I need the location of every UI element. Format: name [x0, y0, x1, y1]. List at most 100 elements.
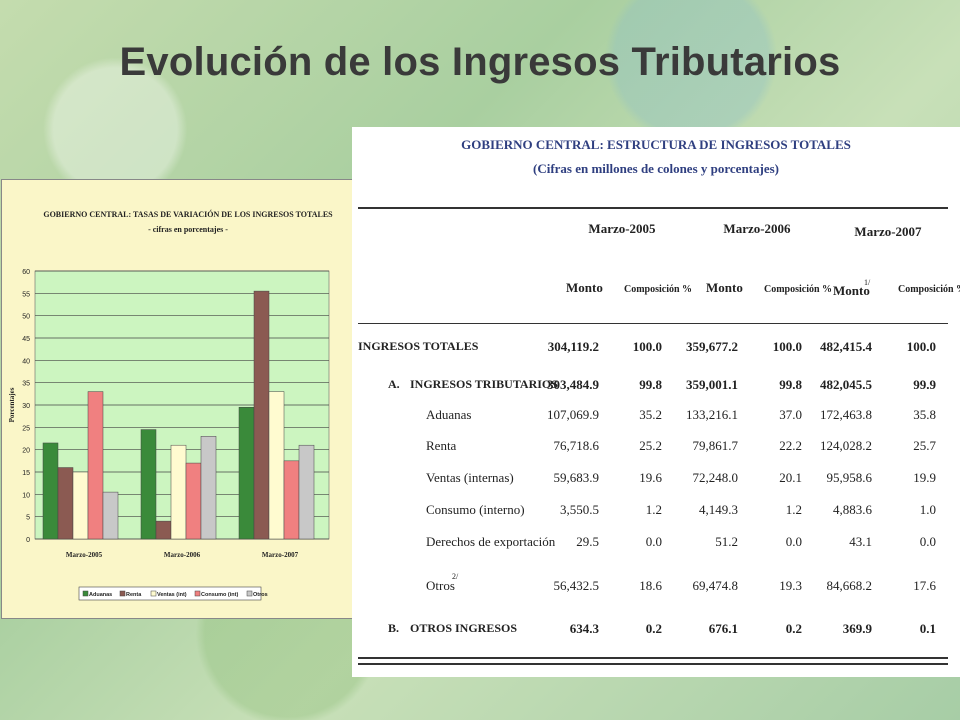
x-category-label: Marzo-2006 — [164, 551, 201, 559]
y-tick-label: 50 — [22, 314, 30, 321]
cell-monto-2006: 79,861.7 — [692, 438, 739, 453]
cell-comp-2006: 99.8 — [779, 377, 802, 392]
legend-swatch — [119, 590, 126, 597]
table-bottom-rule — [358, 657, 948, 659]
table-top-rule — [358, 207, 948, 209]
cell-monto-2006: 359,677.2 — [686, 339, 738, 354]
cell-comp-2005: 1.2 — [645, 502, 662, 517]
row-label: Derechos de exportación — [426, 534, 556, 549]
cell-comp-2007: 0.0 — [919, 534, 936, 549]
bar-consumo-int — [185, 462, 202, 540]
x-category-label: Marzo-2007 — [262, 551, 299, 559]
cell-monto-2007: 482,045.5 — [820, 377, 872, 392]
y-tick-label: 15 — [22, 470, 30, 477]
cell-monto-2006: 51.2 — [715, 534, 738, 549]
cell-monto-2007: 84,668.2 — [826, 578, 873, 593]
bar-otros — [102, 491, 119, 540]
cell-comp-2005: 0.2 — [645, 621, 662, 636]
table-header-rule — [358, 323, 948, 324]
y-tick-label: 55 — [22, 291, 30, 298]
cell-comp-2006: 0.2 — [785, 621, 802, 636]
y-tick-label: 60 — [22, 269, 30, 276]
cell-monto-2006: 676.1 — [708, 621, 738, 636]
bar-ventas-int — [268, 391, 285, 540]
row-note-marker: 2/ — [452, 572, 459, 581]
cell-comp-2006: 1.2 — [785, 502, 802, 517]
cell-monto-2006: 359,001.1 — [686, 377, 738, 392]
y-tick-label: 35 — [22, 381, 30, 388]
chart-y-axis-label: Porcentajes — [8, 387, 16, 422]
period-header-2005: Marzo-2005 — [588, 221, 656, 236]
bar-renta — [155, 520, 172, 540]
cell-comp-2005: 35.2 — [639, 407, 662, 422]
cell-monto-2007: 482,415.4 — [820, 339, 872, 354]
cell-monto-2007: 172,463.8 — [820, 407, 872, 422]
cell-comp-2005: 18.6 — [639, 578, 662, 593]
row-label: Ventas (internas) — [426, 470, 514, 485]
row-label: Consumo (interno) — [426, 502, 525, 517]
cell-monto-2007: 4,883.6 — [833, 502, 872, 517]
cell-monto-2005: 3,550.5 — [560, 502, 599, 517]
cell-monto-2005: 56,432.5 — [553, 578, 600, 593]
cell-comp-2007: 100.0 — [906, 339, 936, 354]
row-label: Aduanas — [426, 407, 472, 422]
cell-comp-2007: 1.0 — [919, 502, 936, 517]
legend-label: Renta — [126, 592, 142, 598]
legend-swatch — [246, 590, 253, 597]
bar-otros — [200, 436, 217, 540]
cell-comp-2005: 19.6 — [639, 470, 662, 485]
col-header-comp-2006: Composición % — [764, 284, 833, 295]
cell-monto-2005: 304,119.2 — [547, 339, 599, 354]
cell-monto-2005: 76,718.6 — [553, 438, 600, 453]
cell-comp-2007: 25.7 — [913, 438, 936, 453]
cell-monto-2006: 72,248.0 — [692, 470, 739, 485]
bar-chart-panel: GOBIERNO CENTRAL: TASAS DE VARIACIÓN DE … — [1, 179, 355, 619]
col-header-comp-2005: Composición % — [624, 284, 693, 295]
table-bottom-rule-2 — [358, 663, 948, 665]
row-label: OTROS INGRESOS — [410, 621, 518, 635]
legend-label: Otros — [253, 592, 268, 598]
col-header-comp-2007: Composición % — [898, 284, 960, 295]
x-category-label: Marzo-2005 — [66, 551, 103, 559]
legend-swatch — [150, 590, 157, 597]
row-label: INGRESOS TOTALES — [358, 339, 479, 353]
legend-label: Ventas (int) — [157, 592, 187, 598]
cell-comp-2006: 20.1 — [779, 470, 802, 485]
bar-consumo-int — [87, 391, 104, 540]
cell-monto-2007: 95,958.6 — [826, 470, 873, 485]
bar-renta — [253, 290, 270, 540]
legend-swatch — [82, 590, 89, 597]
bar-aduanas — [238, 406, 255, 540]
y-tick-label: 0 — [26, 537, 30, 544]
cell-comp-2005: 25.2 — [639, 438, 662, 453]
cell-comp-2007: 17.6 — [913, 578, 936, 593]
y-tick-label: 30 — [22, 403, 30, 410]
bar-aduanas — [42, 442, 59, 540]
cell-comp-2007: 35.8 — [913, 407, 936, 422]
cell-monto-2005: 59,683.9 — [553, 470, 600, 485]
period-header-2007: Marzo-2007 — [854, 224, 922, 239]
table-title: GOBIERNO CENTRAL: ESTRUCTURA DE INGRESOS… — [461, 137, 851, 152]
row-label: Renta — [426, 438, 457, 453]
cell-monto-2007: 369.9 — [842, 621, 872, 636]
col-header-monto-2005: Monto — [566, 280, 603, 295]
y-tick-label: 25 — [22, 425, 30, 432]
cell-monto-2006: 4,149.3 — [699, 502, 738, 517]
bar-renta — [57, 467, 74, 540]
table-subtitle: (Cifras en millones de colones y porcent… — [532, 161, 779, 176]
cell-comp-2007: 19.9 — [913, 470, 936, 485]
revenue-structure-table: GOBIERNO CENTRAL: ESTRUCTURA DE INGRESOS… — [352, 127, 960, 677]
cell-comp-2005: 99.8 — [639, 377, 662, 392]
cell-monto-2007: 124,028.2 — [820, 438, 872, 453]
chart-subtitle: - cifras en porcentajes - — [148, 225, 228, 234]
chart-legend — [78, 586, 262, 601]
row-prefix: B. — [388, 621, 400, 635]
cell-comp-2006: 37.0 — [779, 407, 802, 422]
note-marker-monto-2007: 1/ — [864, 278, 871, 287]
col-header-monto-2006: Monto — [706, 280, 743, 295]
cell-monto-2006: 69,474.8 — [692, 578, 739, 593]
cell-comp-2007: 99.9 — [913, 377, 936, 392]
cell-comp-2005: 0.0 — [645, 534, 662, 549]
cell-comp-2006: 19.3 — [779, 578, 802, 593]
bar-otros — [298, 444, 315, 540]
